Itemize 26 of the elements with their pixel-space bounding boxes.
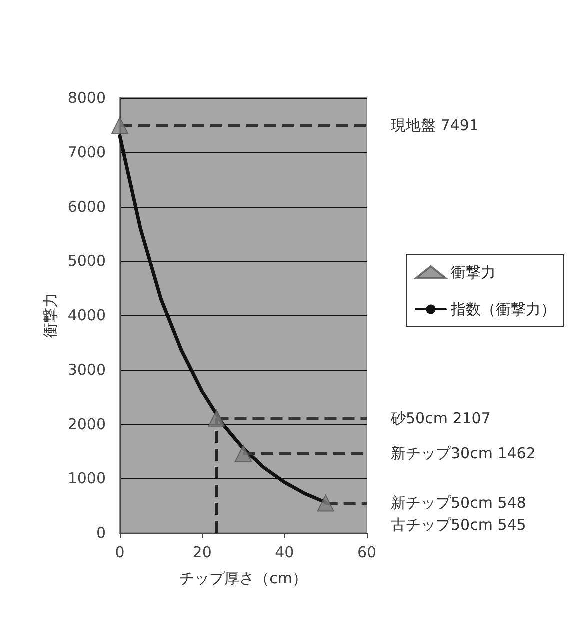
y-axis-title: 衝撃力 <box>42 293 60 338</box>
y-tick-label: 2000 <box>68 415 106 434</box>
ref-line-label: 新チップ50cm 548 <box>391 494 526 512</box>
y-tick-label: 6000 <box>68 198 106 216</box>
y-tick-label: 5000 <box>68 252 106 270</box>
x-tick-label: 40 <box>275 544 294 562</box>
ref-line-label: 現地盤 7491 <box>391 116 479 135</box>
ref-line-label: 新チップ30cm 1462 <box>391 444 536 463</box>
y-tick-label: 3000 <box>68 360 106 379</box>
point <box>112 117 128 134</box>
point <box>235 445 252 462</box>
text: 古チップ50cm 545 <box>391 516 526 534</box>
legend-label: 指数（衝撃力） <box>450 300 556 318</box>
ref-line-label: 砂50cm 2107 <box>390 409 491 428</box>
y-tick-label: 4000 <box>68 306 106 324</box>
y-tick-label: 7000 <box>68 143 106 162</box>
point <box>208 410 226 427</box>
x-tick-label: 60 <box>357 544 377 562</box>
y-tick-label: 8000 <box>68 89 106 107</box>
point <box>317 494 334 512</box>
y-tick-label: 0 <box>96 524 106 542</box>
legend-label: 衝撃力 <box>451 264 496 282</box>
x-axis-title: チップ厚さ（cm） <box>180 570 308 588</box>
y-tick-label: 1000 <box>68 470 106 488</box>
x-tick-label: 0 <box>115 544 125 562</box>
x-tick-label: 20 <box>192 544 212 562</box>
